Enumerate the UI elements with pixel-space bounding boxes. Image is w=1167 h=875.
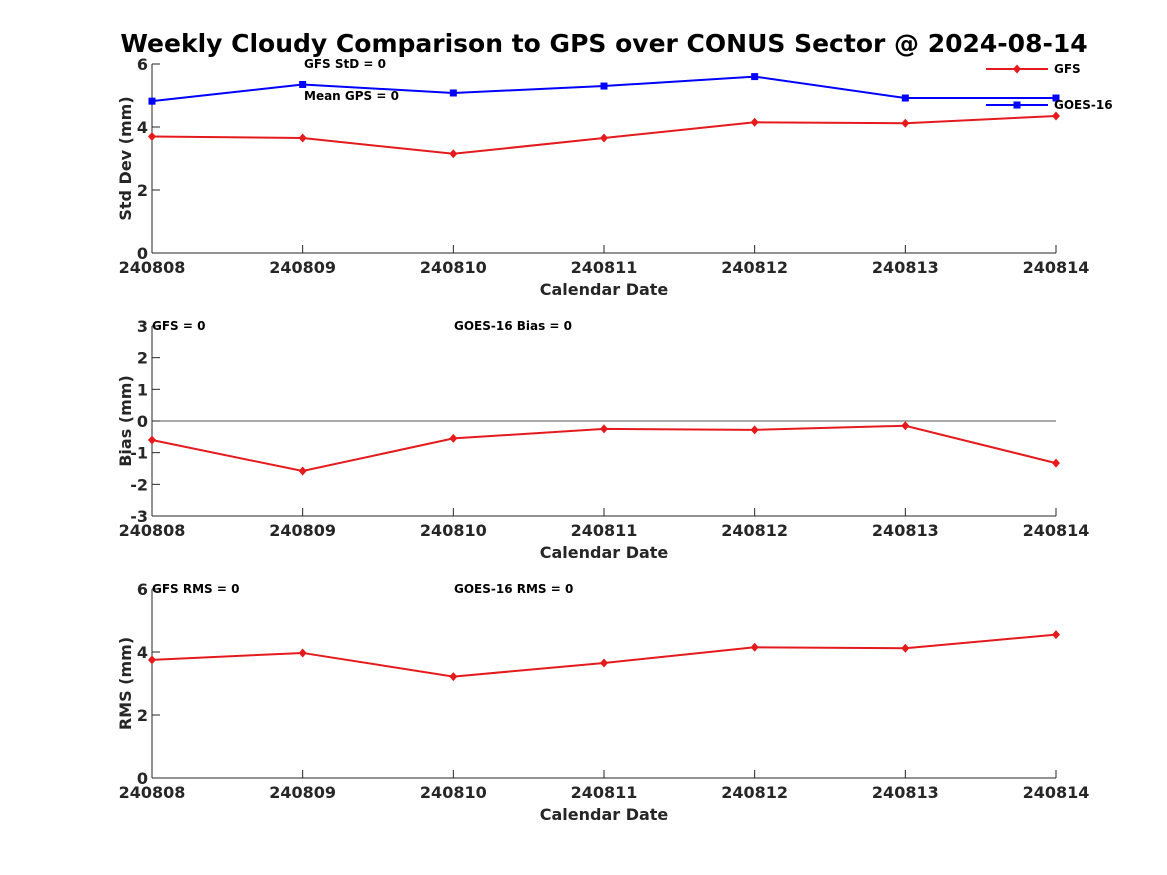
data-point <box>901 643 910 653</box>
data-point <box>600 82 608 90</box>
x-tick-label: 240811 <box>571 258 638 277</box>
y-tick-label: 0 <box>137 412 148 431</box>
y-tick-label: 4 <box>137 118 148 137</box>
panel-1: 240808 240809 240810 240811 240812 240813 2408… <box>116 55 1113 299</box>
x-tick-label: 240809 <box>269 258 336 277</box>
x-tick-label: 240810 <box>420 521 487 540</box>
y-tick-label: 6 <box>137 580 148 599</box>
x-tick-label: 240814 <box>1023 258 1090 277</box>
x-axis-label: Calendar Date <box>540 805 669 824</box>
y-tick-label: -3 <box>130 507 148 526</box>
y-tick-label: 6 <box>137 55 148 74</box>
y-tick-label: -2 <box>130 475 148 494</box>
legend-entry-goes-16: GOES-16 <box>986 98 1113 112</box>
y-axis-label: Bias (mm) <box>116 375 135 467</box>
y-tick-label: 4 <box>137 643 148 662</box>
y-tick-label: -1 <box>130 444 148 463</box>
x-tick-label: 240813 <box>872 783 939 802</box>
x-tick-label: 240814 <box>1023 521 1090 540</box>
y-tick-label: 3 <box>137 317 148 336</box>
series-gfs <box>148 421 1060 476</box>
x-tick-label: 240812 <box>721 783 788 802</box>
panel-3: 240808 240809 240810 240811 240812 240813 2408… <box>116 580 1089 824</box>
y-tick-label: 2 <box>137 181 148 200</box>
data-point <box>750 642 759 652</box>
data-point <box>449 433 458 443</box>
annotation: GOES-16 RMS = 0 <box>454 582 573 596</box>
y-axis-label: Std Dev (mm) <box>116 96 135 220</box>
x-tick-label: 240813 <box>872 521 939 540</box>
y-tick-label: 2 <box>137 349 148 368</box>
data-point <box>298 466 307 476</box>
annotation: GFS = 0 <box>152 319 205 333</box>
data-point <box>600 658 608 668</box>
x-tick-label: 240809 <box>269 783 336 802</box>
series-line <box>151 633 1057 678</box>
data-point <box>449 149 458 159</box>
x-tick-label: 240808 <box>119 258 186 277</box>
figure-title: Weekly Cloudy Comparison to GPS over CON… <box>120 29 1087 58</box>
x-tick-label: 240813 <box>872 258 939 277</box>
legend-marker <box>1013 101 1021 109</box>
annotation: GOES-16 Bias = 0 <box>454 319 572 333</box>
data-point <box>750 117 759 127</box>
data-point <box>298 133 307 143</box>
data-point <box>901 421 910 431</box>
x-axis-label: Calendar Date <box>540 280 669 299</box>
annotation: Mean GPS = 0 <box>304 89 399 103</box>
data-point <box>600 133 608 143</box>
legend-entry-gfs: GFS <box>986 62 1081 76</box>
series-gfs <box>148 630 1060 682</box>
series-goes-16 <box>148 73 1060 105</box>
data-point <box>148 655 156 665</box>
x-tick-label: 240811 <box>571 521 638 540</box>
y-tick-label: 0 <box>137 769 148 788</box>
annotation: GFS RMS = 0 <box>152 582 239 596</box>
legend-marker <box>1013 64 1021 74</box>
data-point <box>449 672 458 682</box>
data-point <box>449 89 457 97</box>
x-tick-label: 240814 <box>1023 783 1090 802</box>
data-point <box>600 424 608 434</box>
data-point <box>751 73 759 81</box>
data-point <box>148 435 156 445</box>
x-tick-label: 240808 <box>119 783 186 802</box>
panels: 240808 240809 240810 240811 240812 240813 2408… <box>116 55 1113 824</box>
y-tick-label: 2 <box>137 706 148 725</box>
data-point <box>1052 111 1060 121</box>
data-point <box>298 648 307 658</box>
data-point <box>901 94 909 102</box>
x-tick-label: 240812 <box>721 521 788 540</box>
y-axis-label: RMS (mm) <box>116 637 135 730</box>
x-axis-label: Calendar Date <box>540 543 669 562</box>
data-point <box>148 131 156 141</box>
data-point <box>148 97 156 105</box>
x-tick-label: 240811 <box>571 783 638 802</box>
annotation: GFS StD = 0 <box>304 57 386 71</box>
y-tick-label: 0 <box>137 244 148 263</box>
data-point <box>1052 458 1060 468</box>
data-point <box>901 118 910 128</box>
x-tick-label: 240810 <box>420 783 487 802</box>
data-point <box>1052 630 1060 640</box>
panel-2: 240808 240809 240810 240811 240812 240813 2408… <box>116 317 1089 562</box>
series-gfs <box>148 111 1060 159</box>
x-tick-label: 240808 <box>119 521 186 540</box>
legend: GFS GOES-16 <box>986 62 1113 112</box>
data-point <box>299 80 307 88</box>
data-point <box>1052 94 1060 102</box>
data-point <box>750 425 759 435</box>
legend-label: GFS <box>1054 62 1081 76</box>
x-tick-label: 240809 <box>269 521 336 540</box>
x-tick-label: 240810 <box>420 258 487 277</box>
legend-label: GOES-16 <box>1054 98 1113 112</box>
x-tick-label: 240812 <box>721 258 788 277</box>
y-tick-label: 1 <box>137 380 148 399</box>
